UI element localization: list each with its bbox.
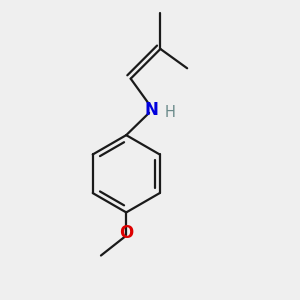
Text: H: H xyxy=(164,105,175,120)
Text: O: O xyxy=(119,224,133,242)
Text: N: N xyxy=(145,101,158,119)
